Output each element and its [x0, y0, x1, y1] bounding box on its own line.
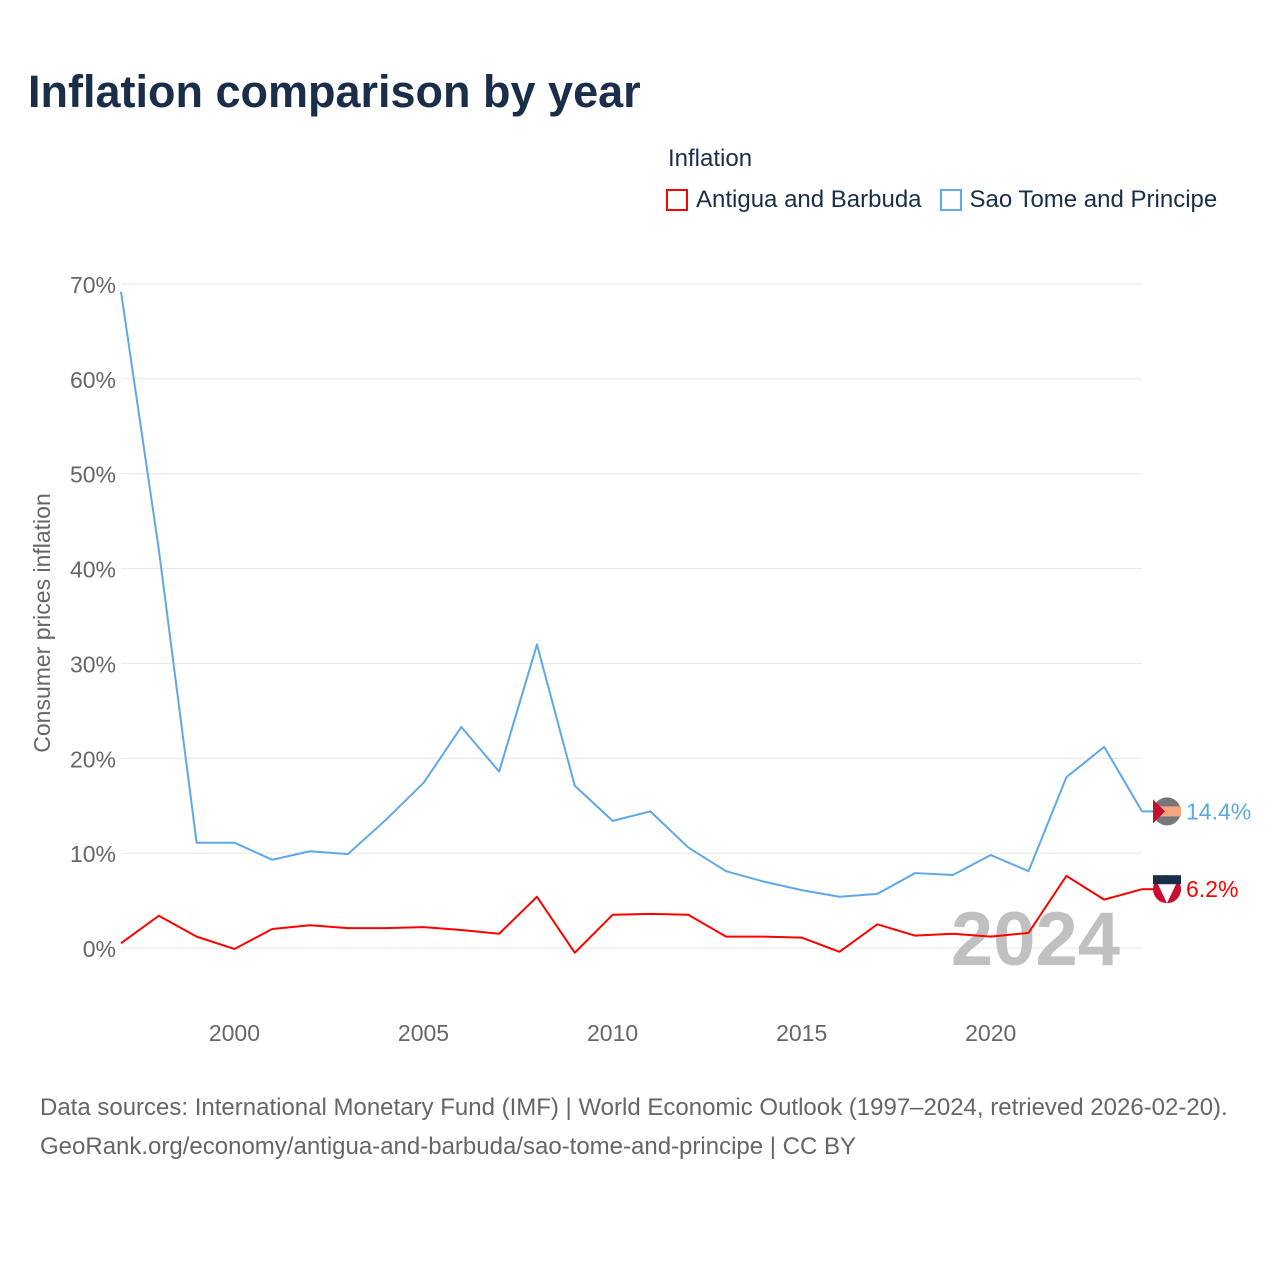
legend-label: Sao Tome and Principe	[969, 186, 1218, 213]
legend-swatch	[666, 189, 688, 211]
chart-title: Inflation comparison by year	[28, 66, 641, 117]
x-tick-label: 2000	[209, 1020, 260, 1046]
series-line-antigua	[120, 874, 1143, 954]
flag-band	[1153, 875, 1181, 885]
y-tick-label: 50%	[70, 462, 116, 488]
y-tick-label: 20%	[70, 746, 116, 772]
footer: Data sources: International Monetary Fun…	[40, 1088, 1250, 1166]
legend-swatch	[939, 189, 962, 211]
x-tick-label: 2020	[965, 1020, 1016, 1046]
end-value-label: 6.2%	[1186, 876, 1238, 902]
flag-triangle	[1158, 884, 1176, 904]
legend-label: Antigua and Barbuda	[696, 186, 922, 213]
legend: Antigua and Barbuda Sao Tome and Princip…	[666, 186, 1217, 214]
x-tick-label: 2015	[776, 1020, 827, 1046]
y-tick-label: 60%	[70, 367, 116, 393]
year-annotation: 2024	[951, 897, 1120, 982]
y-tick-label: 0%	[83, 936, 116, 962]
y-tick-label: 40%	[70, 557, 116, 583]
flag-triangle	[1153, 799, 1165, 824]
source-link[interactable]: GeoRank.org/economy/antigua-and-barbuda/…	[40, 1133, 857, 1160]
legend-item-antigua[interactable]: Antigua and Barbuda	[666, 186, 922, 214]
y-tick-label: 30%	[70, 651, 116, 677]
flag-band	[1153, 806, 1181, 817]
y-axis-label: Consumer prices inflation	[29, 493, 55, 753]
data-sources: Data sources: International Monetary Fun…	[40, 1094, 1228, 1121]
legend-title: Inflation	[668, 145, 753, 172]
y-tick-label: 70%	[70, 272, 116, 298]
x-tick-label: 2005	[398, 1020, 449, 1046]
end-value-label: 14.4%	[1186, 798, 1251, 824]
legend-item-sao-tome[interactable]: Sao Tome and Principe	[939, 186, 1218, 214]
series-line-sao-tome	[120, 291, 1143, 898]
y-tick-label: 10%	[70, 841, 116, 867]
x-tick-label: 2010	[587, 1020, 638, 1046]
